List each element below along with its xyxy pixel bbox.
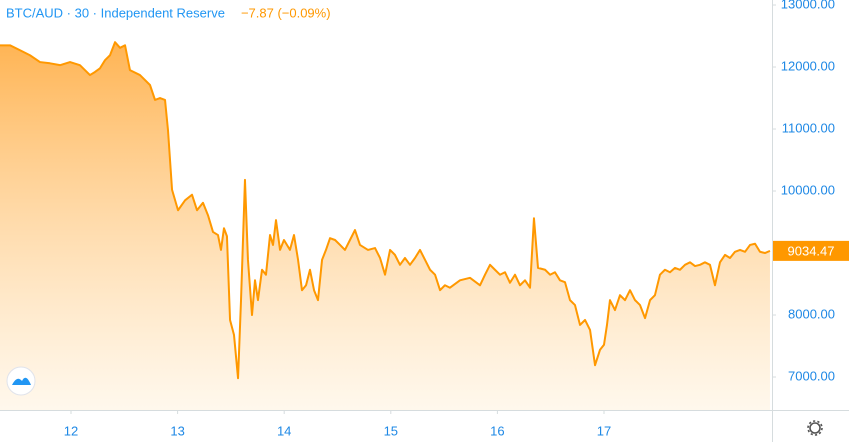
chart-title: BTC/AUD · 30 · Independent Reserve xyxy=(6,5,225,20)
x-tick-label: 13 xyxy=(170,423,184,438)
settings-icon[interactable] xyxy=(807,420,823,436)
x-tick-label: 14 xyxy=(277,423,291,438)
last-price-badge xyxy=(773,240,849,261)
last-price-label: 9034.47 xyxy=(788,243,835,258)
legend-header: BTC/AUD · 30 · Independent Reserve −7.87… xyxy=(6,5,331,20)
y-tick-label: 12000.00 xyxy=(781,58,835,73)
price-change: −7.87 (−0.09%) xyxy=(241,5,331,20)
x-tick-label: 16 xyxy=(490,423,504,438)
x-tick-label: 12 xyxy=(64,423,78,438)
y-tick-label: 11000.00 xyxy=(782,120,835,135)
logo xyxy=(6,366,36,396)
price-line xyxy=(0,41,771,380)
y-tick-label: 8000.00 xyxy=(788,306,835,321)
plot-area xyxy=(0,41,771,410)
y-tick-label: 13000.00 xyxy=(781,0,835,11)
area-fill xyxy=(0,42,770,410)
y-tick-label: 7000.00 xyxy=(788,368,835,383)
y-tick-label: 10000.00 xyxy=(781,182,835,197)
x-tick-label: 17 xyxy=(597,423,611,438)
x-tick-label: 15 xyxy=(384,423,398,438)
